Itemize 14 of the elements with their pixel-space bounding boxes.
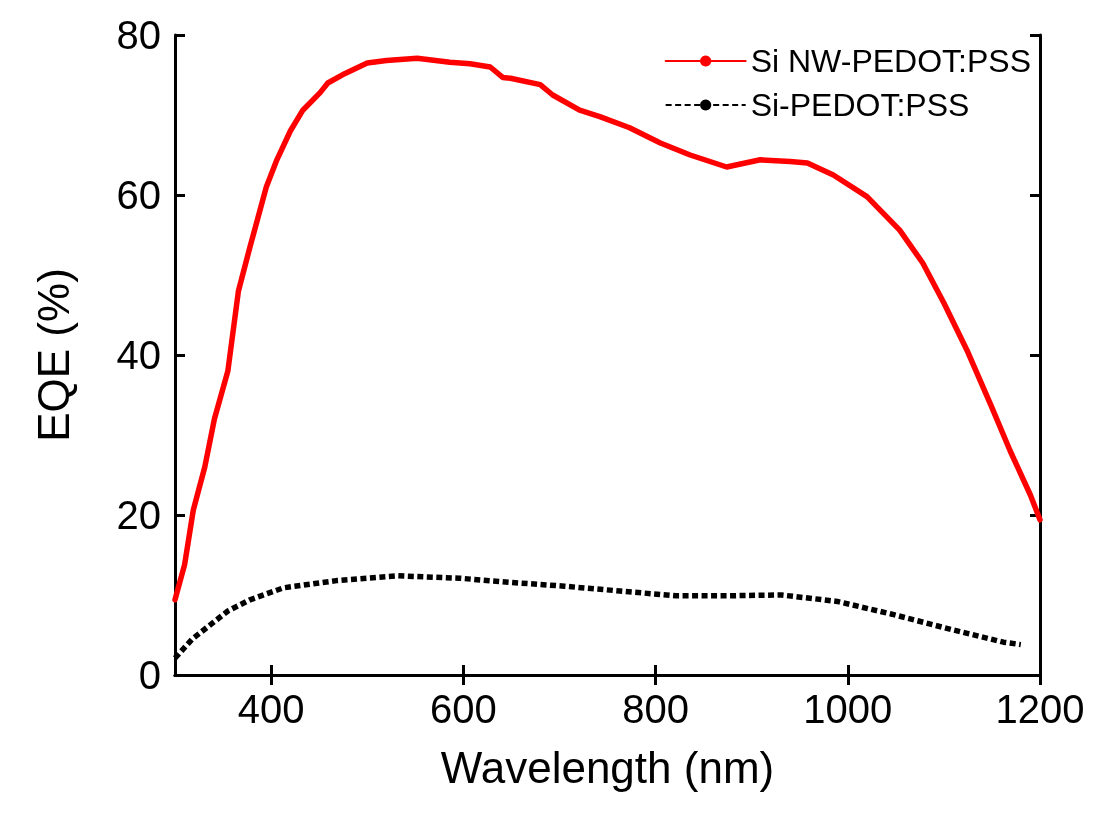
x-tick-label: 400 bbox=[237, 687, 305, 731]
y-tick-label: 0 bbox=[138, 653, 161, 697]
x-tick-label: 600 bbox=[429, 687, 497, 731]
x-tick-label: 1200 bbox=[995, 687, 1085, 731]
y-tick-label: 20 bbox=[116, 493, 161, 537]
y-tick-label: 80 bbox=[116, 13, 161, 57]
x-tick-label: 800 bbox=[622, 687, 689, 731]
x-tick-label: 1000 bbox=[803, 687, 893, 731]
y-axis-title: EQE (%) bbox=[28, 268, 78, 442]
y-tick-label: 40 bbox=[116, 333, 161, 377]
x-axis-title: Wavelength (nm) bbox=[440, 742, 775, 792]
legend-label: Si NW-PEDOT:PSS bbox=[750, 43, 1031, 79]
legend-label: Si-PEDOT:PSS bbox=[750, 87, 970, 123]
y-tick-label: 60 bbox=[116, 173, 161, 217]
